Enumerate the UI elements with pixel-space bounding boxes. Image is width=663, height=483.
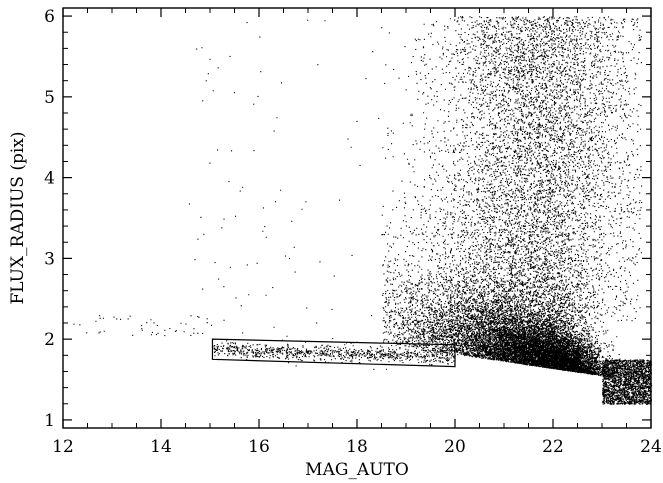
x-tick-label: 12 xyxy=(52,437,74,457)
data-points xyxy=(73,16,653,405)
x-tick-label: 20 xyxy=(444,437,466,457)
y-tick-label: 1 xyxy=(44,411,55,431)
x-tick-label: 18 xyxy=(346,437,368,457)
x-tick-label: 16 xyxy=(248,437,270,457)
x-axis-title: MAG_AUTO xyxy=(305,460,409,480)
y-axis-ticks: 1 2 3 4 5 6 xyxy=(44,7,651,431)
y-axis-title: FLUX_RADIUS (pix) xyxy=(8,131,28,304)
y-tick-label: 2 xyxy=(44,330,55,350)
x-tick-label: 14 xyxy=(150,437,172,457)
y-tick-label: 5 xyxy=(44,88,55,108)
y-tick-label: 6 xyxy=(44,7,55,27)
y-tick-label: 3 xyxy=(44,249,55,269)
x-axis-ticks: 12 14 16 18 20 22 24 xyxy=(52,8,662,457)
y-tick-label: 4 xyxy=(44,169,55,189)
x-tick-label: 24 xyxy=(640,437,662,457)
stellar-locus-selection-box xyxy=(211,338,456,368)
scatter-points xyxy=(73,16,653,405)
x-tick-label: 22 xyxy=(542,437,564,457)
